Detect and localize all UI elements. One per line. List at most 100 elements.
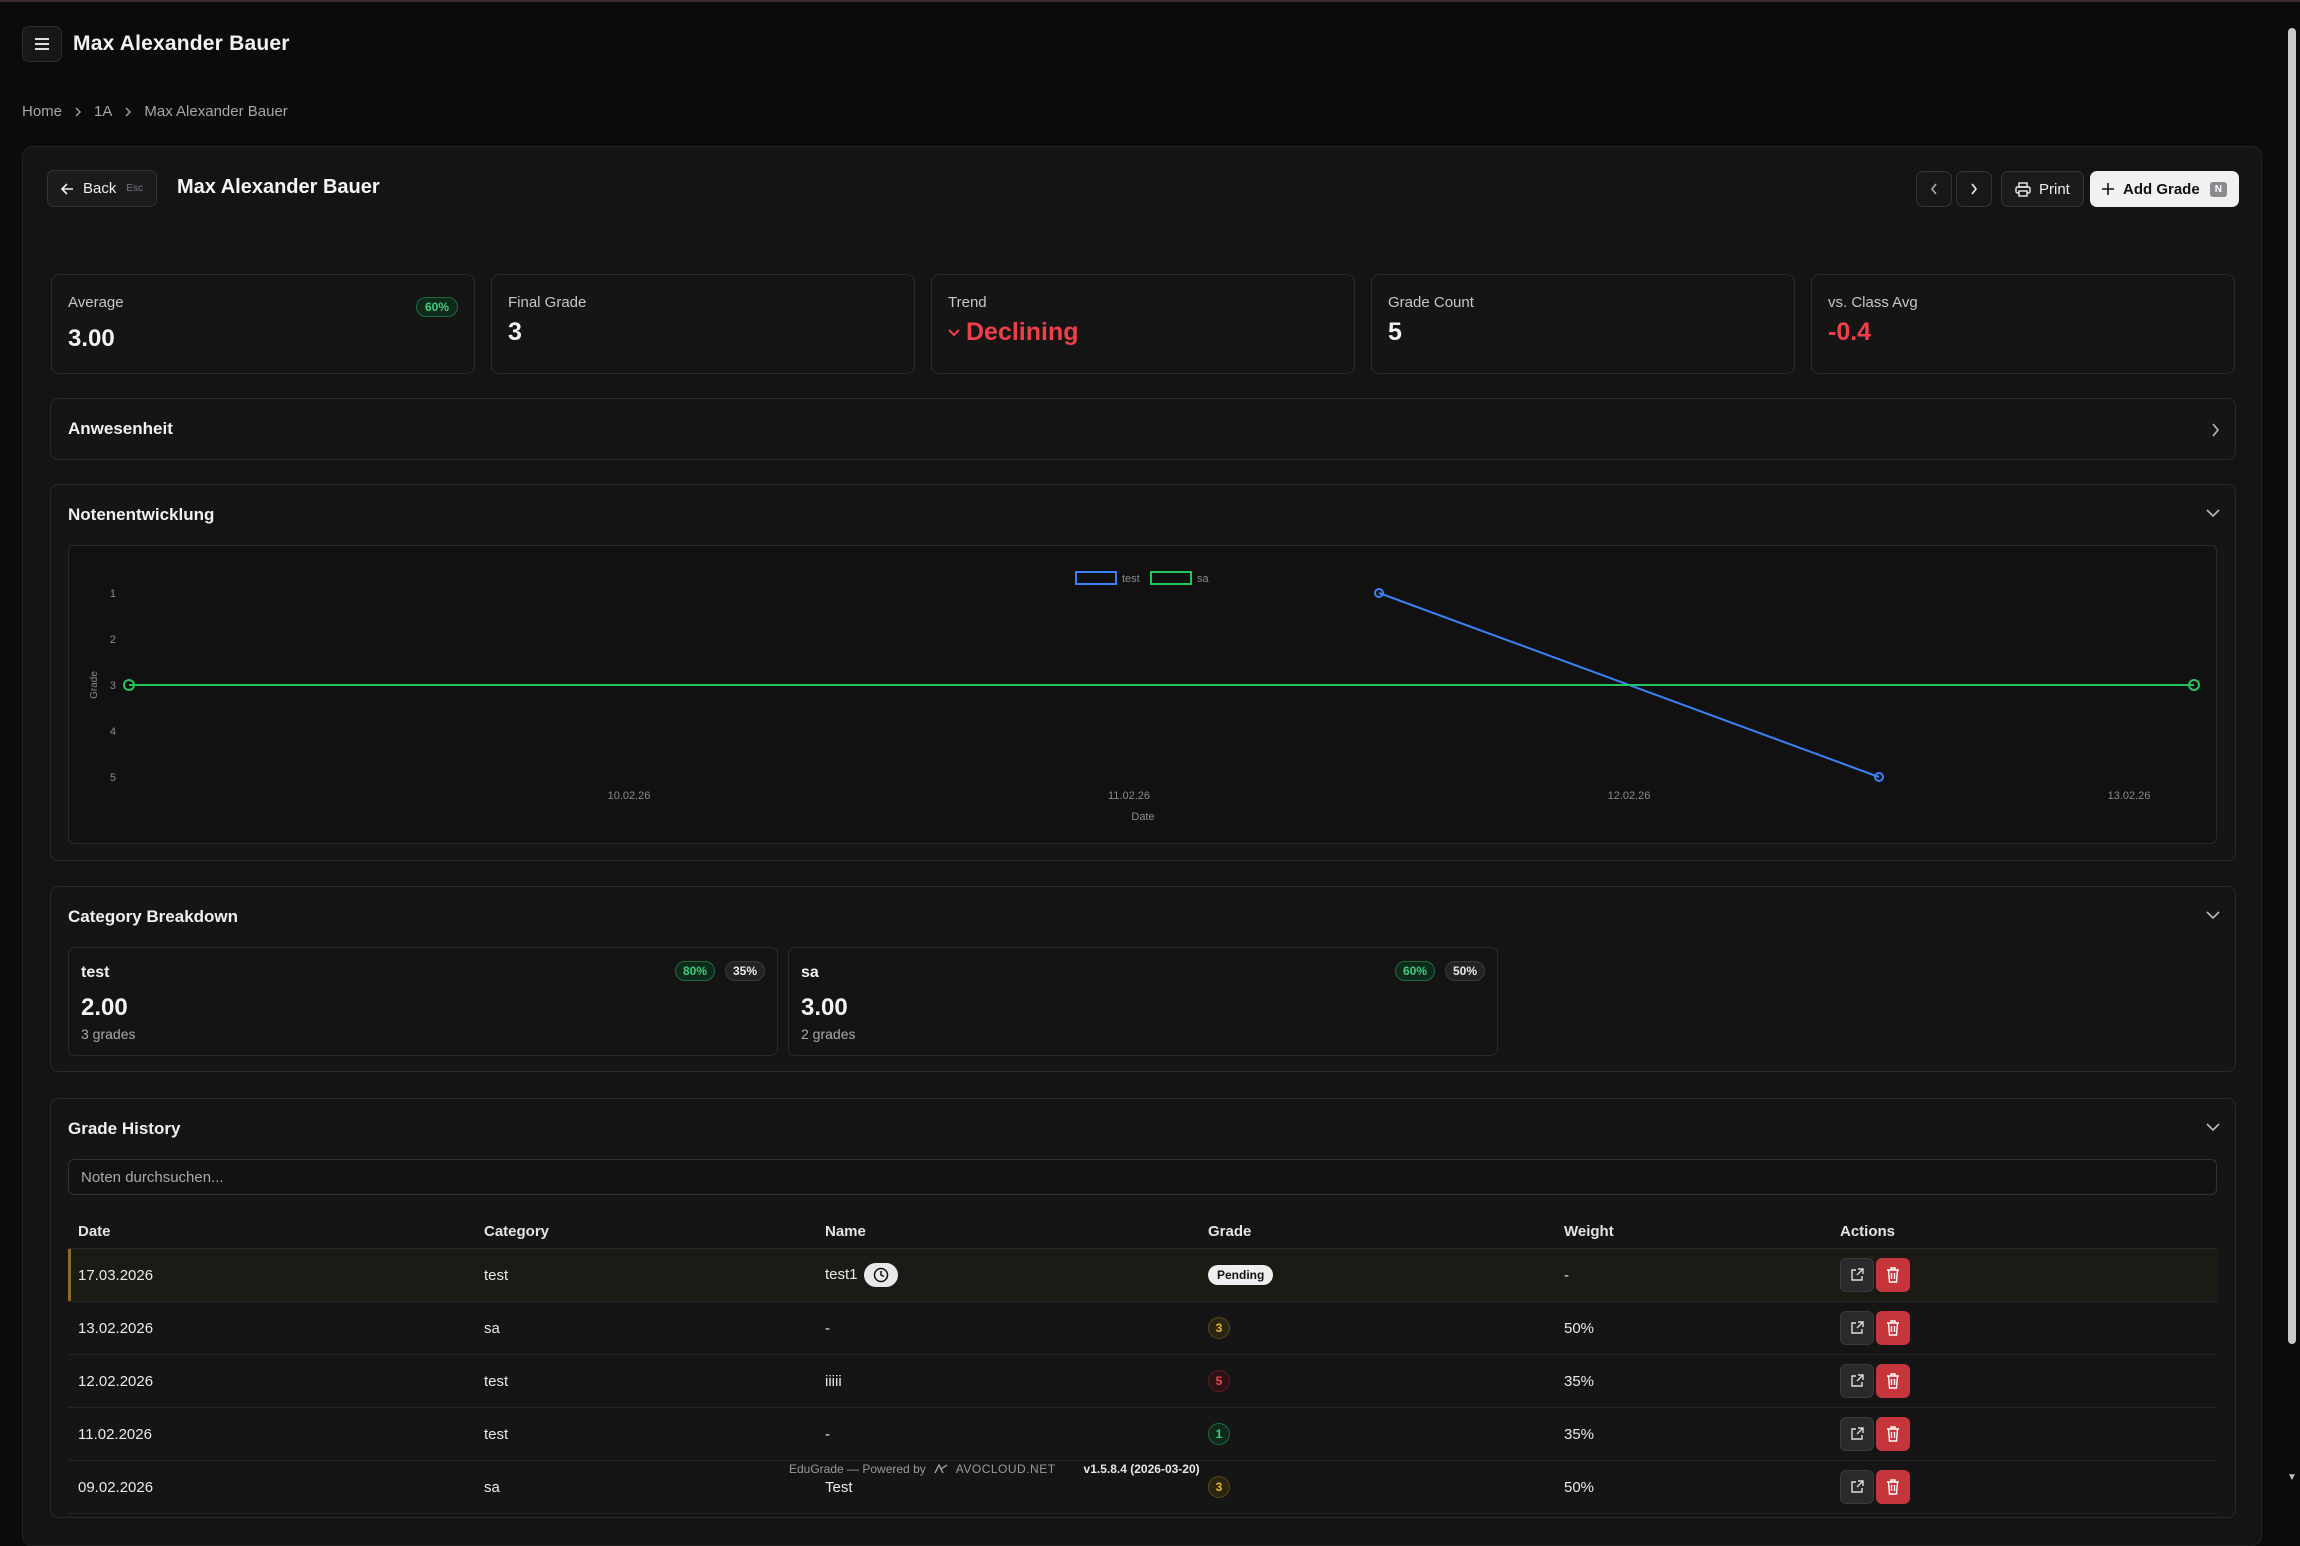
grade-name: test1	[825, 1265, 858, 1283]
delete-button[interactable]	[1876, 1470, 1910, 1504]
chevron-right-icon	[74, 106, 82, 117]
breadcrumb-home[interactable]: Home	[22, 103, 63, 120]
edit-button[interactable]	[1840, 1258, 1874, 1292]
print-button[interactable]: Print	[2001, 171, 2084, 207]
delete-button[interactable]	[1876, 1417, 1910, 1451]
cell-name: -	[825, 1407, 1208, 1461]
data-point-sa	[2188, 679, 2200, 691]
table-row[interactable]: 13.02.2026 sa - 3 50%	[68, 1301, 2217, 1355]
y-tick-label: 4	[110, 726, 116, 738]
hamburger-icon	[35, 38, 49, 50]
cell-weight: 35%	[1564, 1354, 1840, 1408]
stat-final-grade: Final Grade 3	[491, 274, 915, 374]
chevron-down-icon[interactable]	[2206, 911, 2220, 920]
grade-badge: 5	[1208, 1370, 1230, 1392]
chevron-right-icon	[2212, 423, 2220, 437]
column-header-grade[interactable]: Grade	[1208, 1215, 1564, 1249]
scroll-down-arrow-icon[interactable]: ▼	[2287, 1472, 2297, 1483]
cell-actions	[1840, 1407, 2217, 1461]
chevron-down-icon[interactable]	[2206, 1123, 2220, 1132]
cell-grade: 3	[1208, 1301, 1564, 1355]
x-tick-label: 10.02.26	[608, 790, 651, 802]
data-point-test	[1374, 588, 1384, 598]
top-accent-line	[0, 0, 2300, 2]
edit-button[interactable]	[1840, 1417, 1874, 1451]
stat-trend-value: Declining	[948, 318, 1079, 347]
stat-vs-class-avg-value: -0.4	[1828, 318, 1872, 346]
x-tick-label: 13.02.26	[2108, 790, 2151, 802]
attendance-section[interactable]: Anwesenheit	[50, 398, 2236, 460]
trash-icon	[1887, 1426, 1899, 1442]
category-name: sa	[801, 964, 819, 981]
footer-brand-link[interactable]: AVOCLOUD.NET	[955, 1462, 1056, 1476]
breadcrumb-class[interactable]: 1A	[94, 103, 113, 120]
plus-icon	[2102, 183, 2114, 195]
stat-final-grade-label: Final Grade	[508, 294, 587, 311]
next-student-button[interactable]	[1956, 171, 1992, 207]
clock-icon	[863, 1263, 898, 1287]
table-row[interactable]: 11.02.2026 test - 1 35%	[68, 1407, 2217, 1461]
y-tick-label: 1	[110, 588, 116, 600]
stat-average-value: 3.00	[68, 325, 115, 352]
chevron-down-icon[interactable]	[2206, 509, 2220, 518]
pending-badge: Pending	[1208, 1265, 1274, 1285]
stat-grade-count-value: 5	[1388, 318, 1402, 346]
column-header-category[interactable]: Category	[484, 1215, 825, 1249]
footer-powered-text: EduGrade — Powered by	[789, 1462, 926, 1476]
delete-button[interactable]	[1876, 1258, 1910, 1292]
y-tick-label: 2	[110, 634, 116, 646]
category-percent-badge: 60%	[1394, 961, 1435, 981]
column-header-date[interactable]: Date	[68, 1215, 484, 1249]
table-row[interactable]: 17.03.2026 test test1 Pending -	[68, 1248, 2217, 1302]
edit-button[interactable]	[1840, 1470, 1874, 1504]
cell-weight: 50%	[1564, 1301, 1840, 1355]
back-button[interactable]: Back Esc	[47, 170, 158, 207]
previous-student-button[interactable]	[1916, 171, 1952, 207]
attendance-title: Anwesenheit	[68, 419, 173, 438]
delete-button[interactable]	[1876, 1364, 1910, 1398]
grade-badge: 1	[1208, 1423, 1230, 1445]
cell-category: test	[484, 1354, 825, 1408]
stat-grade-count: Grade Count 5	[1371, 274, 1795, 374]
avocloud-logo-icon	[934, 1464, 948, 1474]
student-header: Back Esc Max Alexander Bauer Print Add G…	[47, 170, 2239, 208]
cell-grade: 1	[1208, 1407, 1564, 1461]
data-point-test	[1874, 772, 1884, 782]
category-name: test	[81, 964, 110, 981]
column-header-weight[interactable]: Weight	[1564, 1215, 1840, 1249]
delete-button[interactable]	[1876, 1311, 1910, 1345]
grade-chart-svg: 1 2 3 4 5 10.02.26 11.02.26 12.02.26 13.02.26 Dat…	[89, 571, 2200, 823]
cell-category: test	[484, 1248, 825, 1302]
edit-button[interactable]	[1840, 1311, 1874, 1345]
add-grade-label: Add Grade	[2123, 180, 2200, 198]
legend-swatch	[1150, 571, 1192, 585]
grade-search-input[interactable]	[68, 1159, 2217, 1195]
trash-icon	[1887, 1267, 1899, 1283]
column-header-actions: Actions	[1840, 1215, 2217, 1249]
cell-name: iiiii	[825, 1354, 1208, 1408]
trash-icon	[1887, 1320, 1899, 1336]
app-header: Max Alexander Bauer	[22, 26, 290, 62]
grade-development-title: Notenentwicklung	[68, 505, 215, 524]
trash-icon	[1887, 1479, 1899, 1495]
trash-icon	[1887, 1373, 1899, 1389]
printer-icon	[2015, 181, 2031, 197]
category-average: 2.00	[81, 994, 128, 1021]
chevron-left-icon	[1930, 183, 1937, 195]
chevron-right-icon	[124, 106, 132, 117]
cell-actions	[1840, 1248, 2217, 1302]
arrow-left-icon	[61, 182, 73, 195]
column-header-name[interactable]: Name	[825, 1215, 1208, 1249]
edit-icon	[1851, 1480, 1864, 1493]
category-card-test: test 80% 35% 2.00 3 grades	[68, 947, 778, 1056]
cell-category: sa	[484, 1301, 825, 1355]
category-percent-badge: 80%	[674, 961, 715, 981]
category-weight-badge: 35%	[724, 961, 765, 981]
table-row[interactable]: 12.02.2026 test iiiii 5 35%	[68, 1354, 2217, 1408]
edit-button[interactable]	[1840, 1364, 1874, 1398]
cell-actions	[1840, 1301, 2217, 1355]
menu-button[interactable]	[22, 26, 62, 62]
add-grade-button[interactable]: Add Grade N	[2090, 171, 2239, 207]
cell-date: 11.02.2026	[68, 1407, 484, 1461]
page-scrollbar-thumb[interactable]	[2288, 28, 2296, 1344]
